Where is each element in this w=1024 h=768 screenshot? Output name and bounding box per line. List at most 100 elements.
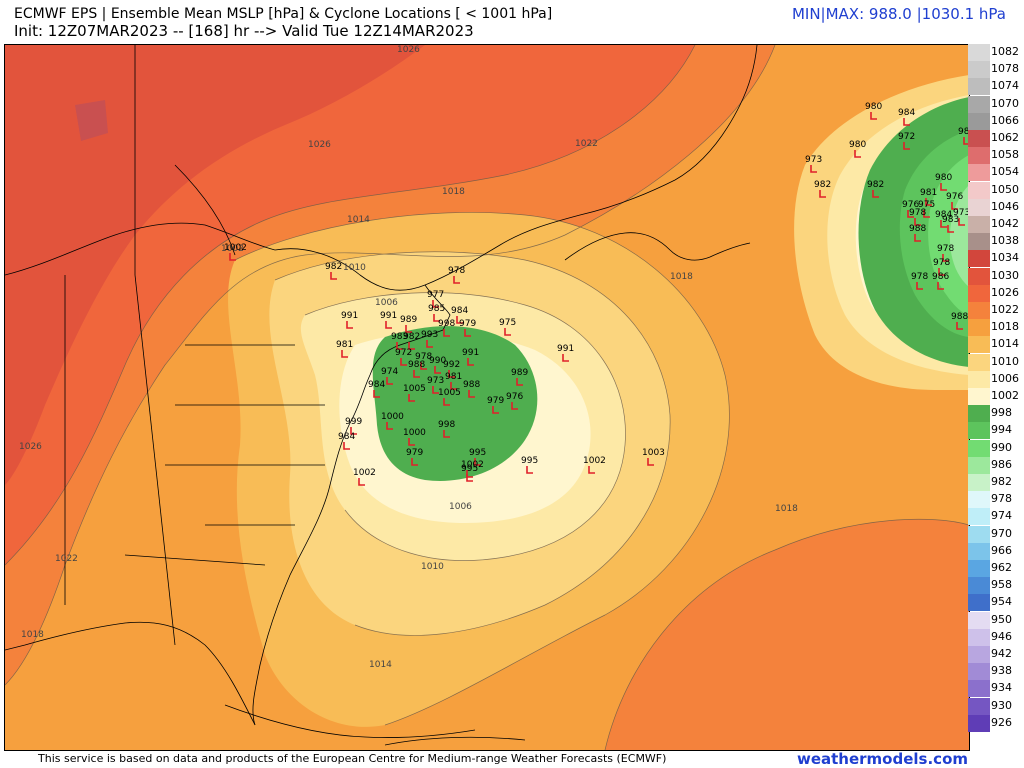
cyclone-l-marker bbox=[562, 354, 569, 362]
colorbar-entry: 986 bbox=[968, 456, 1020, 474]
cyclone-pressure-label: 984 bbox=[935, 210, 952, 220]
colorbar-swatch bbox=[968, 164, 990, 182]
cyclone-marker: 991 bbox=[380, 311, 397, 329]
cyclone-pressure-label: 999 bbox=[345, 417, 362, 427]
cyclone-pressure-label: 980 bbox=[865, 102, 882, 112]
colorbar-swatch bbox=[968, 697, 990, 715]
colorbar-entry: 1082 bbox=[968, 44, 1020, 61]
pressure-colorbar: 1082 1078 1074 1070 1066 1062 1058 1054 1050 1046… bbox=[968, 44, 1020, 749]
cyclone-pressure-label: 1002 bbox=[353, 468, 376, 478]
cyclone-marker: 988 bbox=[408, 360, 425, 378]
colorbar-label: 1078 bbox=[991, 62, 1019, 76]
cyclone-l-marker bbox=[819, 190, 826, 198]
colorbar-entry: 1054 bbox=[968, 164, 1020, 182]
colorbar-swatch bbox=[968, 112, 990, 130]
cyclone-l-marker bbox=[350, 427, 357, 435]
colorbar-entry: 966 bbox=[968, 542, 1020, 560]
cyclone-pressure-label: 991 bbox=[341, 311, 358, 321]
cyclone-pressure-label: 978 bbox=[909, 208, 926, 218]
cyclone-marker: 976 bbox=[902, 200, 919, 218]
colorbar-entry: 1030 bbox=[968, 267, 1020, 285]
colorbar-entry: 1066 bbox=[968, 112, 1020, 130]
cyclone-l-marker bbox=[466, 474, 473, 482]
cyclone-marker: 976 bbox=[506, 392, 523, 410]
cyclone-marker: 984 bbox=[898, 108, 915, 126]
colorbar-label: 946 bbox=[991, 629, 1012, 643]
cyclone-pressure-label: 979 bbox=[406, 448, 423, 458]
cyclone-l-marker bbox=[914, 234, 921, 242]
cyclone-l-marker bbox=[405, 325, 412, 333]
colorbar-entry: 954 bbox=[968, 594, 1020, 612]
cyclone-marker: 978 bbox=[937, 244, 954, 262]
cyclone-pressure-label: 979 bbox=[459, 319, 476, 329]
colorbar-label: 934 bbox=[991, 681, 1012, 695]
cyclone-marker: 982 bbox=[403, 332, 420, 350]
cyclone-l-marker bbox=[432, 386, 439, 394]
cyclone-pressure-label: 991 bbox=[557, 344, 574, 354]
cyclone-pressure-label: 984 bbox=[338, 432, 355, 442]
isobar-labels: 1026 1026 1026 1022 1022 1018 1018 1018 … bbox=[19, 45, 798, 670]
colorbar-swatch bbox=[968, 422, 990, 440]
cyclone-pressure-label: 984 bbox=[368, 380, 385, 390]
field-998 bbox=[372, 326, 538, 481]
cyclone-l-marker bbox=[526, 466, 533, 474]
cyclone-pressure-label: 998 bbox=[438, 420, 455, 430]
cyclone-l-marker bbox=[413, 370, 420, 378]
cyclone-pressure-label: 978 bbox=[933, 258, 950, 268]
cyclone-marker: 973 bbox=[953, 208, 969, 226]
cyclone-pressure-label: 995 bbox=[461, 464, 478, 474]
cyclone-marker: 980 bbox=[865, 102, 882, 120]
min-max-readout: MIN|MAX: 988.0 |1030.1 hPa bbox=[791, 5, 1006, 23]
isobar-label: 1026 bbox=[308, 140, 331, 150]
isobar-label: 1018 bbox=[670, 272, 693, 282]
colorbar-swatch bbox=[968, 542, 990, 560]
colorbar-swatch bbox=[968, 130, 990, 147]
colorbar-label: 1030 bbox=[991, 268, 1019, 282]
cyclone-marker: 978 bbox=[911, 272, 928, 290]
colorbar-label: 1010 bbox=[991, 354, 1019, 368]
colorbar-swatch bbox=[968, 594, 990, 612]
cyclone-marker: 988 bbox=[909, 224, 926, 242]
colorbar-swatch bbox=[968, 525, 990, 543]
cyclone-pressure-label: 984 bbox=[898, 108, 915, 118]
isobar-label: 1006 bbox=[449, 502, 472, 512]
cyclone-marker: 973 bbox=[805, 155, 822, 173]
cyclone-marker: 981 bbox=[920, 188, 937, 206]
cyclone-marker: 979 bbox=[487, 396, 504, 414]
isobar-label: 1026 bbox=[397, 45, 420, 55]
cyclone-pressure-label: 988 bbox=[408, 360, 425, 370]
cyclone-l-marker bbox=[443, 329, 450, 337]
colorbar-entry: 942 bbox=[968, 646, 1020, 663]
colorbar-entry: 1014 bbox=[968, 336, 1020, 354]
cyclone-marker: 979 bbox=[406, 448, 423, 466]
cyclone-l-marker bbox=[940, 183, 947, 191]
colorbar-label: 1050 bbox=[991, 182, 1019, 196]
site-link[interactable]: weathermodels.com bbox=[796, 750, 968, 768]
pressure-map: 1026 1026 1026 1022 1022 1018 1018 1018 … bbox=[4, 44, 970, 751]
cyclone-pressure-label: 974 bbox=[381, 367, 398, 377]
cyclone-pressure-label: 984 bbox=[451, 306, 468, 316]
colorbar-label: 998 bbox=[991, 406, 1012, 420]
cyclone-marker: 973 bbox=[427, 376, 444, 394]
isobar-label: 1018 bbox=[21, 630, 44, 640]
attribution-text: This service is based on data and produc… bbox=[38, 752, 667, 765]
colorbar-swatch bbox=[968, 233, 990, 251]
cyclone-pressure-label: 990 bbox=[429, 356, 446, 366]
cyclone-marker: 978 bbox=[415, 352, 432, 370]
colorbar-entry: 974 bbox=[968, 508, 1020, 526]
cyclone-l-marker bbox=[474, 458, 481, 466]
cyclone-pressure-label: 978 bbox=[937, 244, 954, 254]
colorbar-entry: 1010 bbox=[968, 353, 1020, 371]
cyclone-l-marker bbox=[443, 398, 450, 406]
colorbar-swatch bbox=[968, 95, 990, 113]
cyclone-marker: 988 bbox=[463, 380, 480, 398]
colorbar-swatch bbox=[968, 78, 990, 96]
colorbar-label: 930 bbox=[991, 698, 1012, 712]
cyclone-marker: 980 bbox=[849, 140, 866, 158]
cyclone-marker: 1003 bbox=[642, 448, 665, 466]
colorbar-label: 1002 bbox=[991, 389, 1019, 402]
colorbar-swatch bbox=[968, 44, 990, 61]
cyclone-l-marker bbox=[937, 282, 944, 290]
cyclone-marker: 1000 bbox=[403, 428, 426, 446]
colorbar-label: 954 bbox=[991, 595, 1012, 609]
